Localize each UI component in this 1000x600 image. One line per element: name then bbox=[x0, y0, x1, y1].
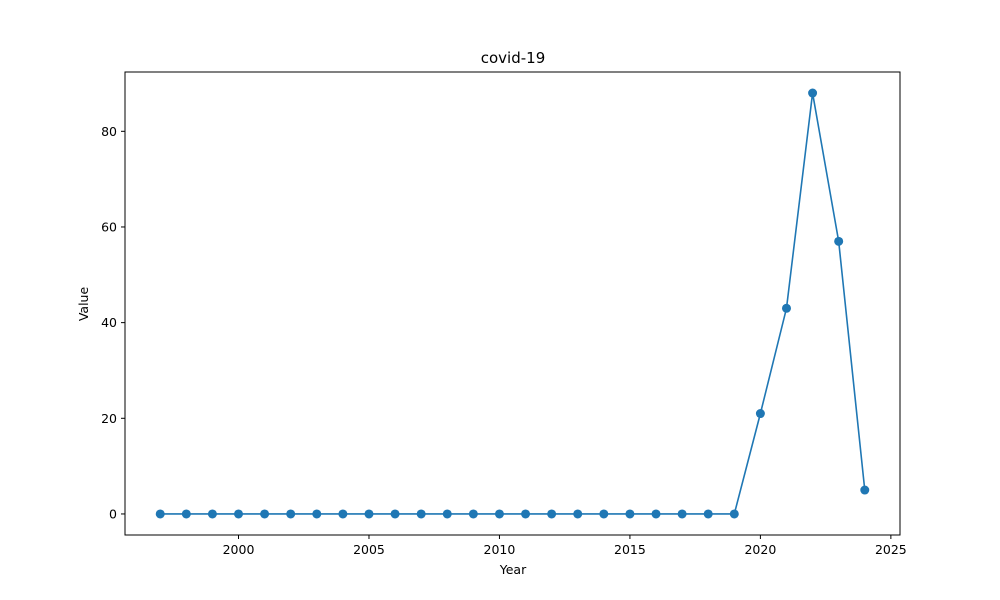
y-tick-label: 80 bbox=[101, 124, 117, 139]
data-point bbox=[234, 509, 244, 519]
data-point bbox=[677, 509, 687, 519]
x-tick-label: 2020 bbox=[744, 542, 776, 557]
data-point bbox=[364, 509, 374, 519]
data-point bbox=[494, 509, 504, 519]
data-point bbox=[808, 88, 818, 98]
data-point bbox=[442, 509, 452, 519]
data-point bbox=[260, 509, 270, 519]
data-point bbox=[286, 509, 296, 519]
data-point bbox=[860, 485, 870, 495]
y-tick-label: 40 bbox=[101, 315, 117, 330]
data-point bbox=[521, 509, 531, 519]
y-axis: 0 20 40 60 80 bbox=[101, 124, 125, 521]
x-tick-label: 2015 bbox=[614, 542, 646, 557]
data-point bbox=[181, 509, 191, 519]
y-tick-label: 60 bbox=[101, 219, 117, 234]
x-tick-label: 2025 bbox=[875, 542, 907, 557]
chart-title: covid-19 bbox=[481, 49, 546, 67]
x-tick-label: 2010 bbox=[484, 542, 516, 557]
x-tick-label: 2005 bbox=[353, 542, 385, 557]
data-point bbox=[155, 509, 165, 519]
data-point bbox=[834, 236, 844, 246]
x-axis: 2000 2005 2010 2015 2020 2025 bbox=[223, 535, 907, 557]
data-point bbox=[573, 509, 583, 519]
y-axis-label: Value bbox=[76, 287, 91, 322]
y-tick-label: 0 bbox=[109, 506, 117, 521]
x-axis-label: Year bbox=[499, 562, 527, 577]
data-point bbox=[729, 509, 739, 519]
data-point bbox=[755, 409, 765, 419]
series-line bbox=[160, 92, 866, 515]
y-tick-label: 20 bbox=[101, 411, 117, 426]
data-point bbox=[547, 509, 557, 519]
data-point bbox=[651, 509, 661, 519]
data-point bbox=[468, 509, 478, 519]
data-point bbox=[599, 509, 609, 519]
data-point bbox=[781, 303, 791, 313]
data-point bbox=[416, 509, 426, 519]
plot-area bbox=[155, 88, 870, 519]
data-point bbox=[703, 509, 713, 519]
data-point bbox=[312, 509, 322, 519]
data-point bbox=[207, 509, 217, 519]
x-tick-label: 2000 bbox=[223, 542, 255, 557]
data-point bbox=[338, 509, 348, 519]
data-point bbox=[390, 509, 400, 519]
data-point bbox=[625, 509, 635, 519]
plot-frame bbox=[124, 71, 901, 536]
